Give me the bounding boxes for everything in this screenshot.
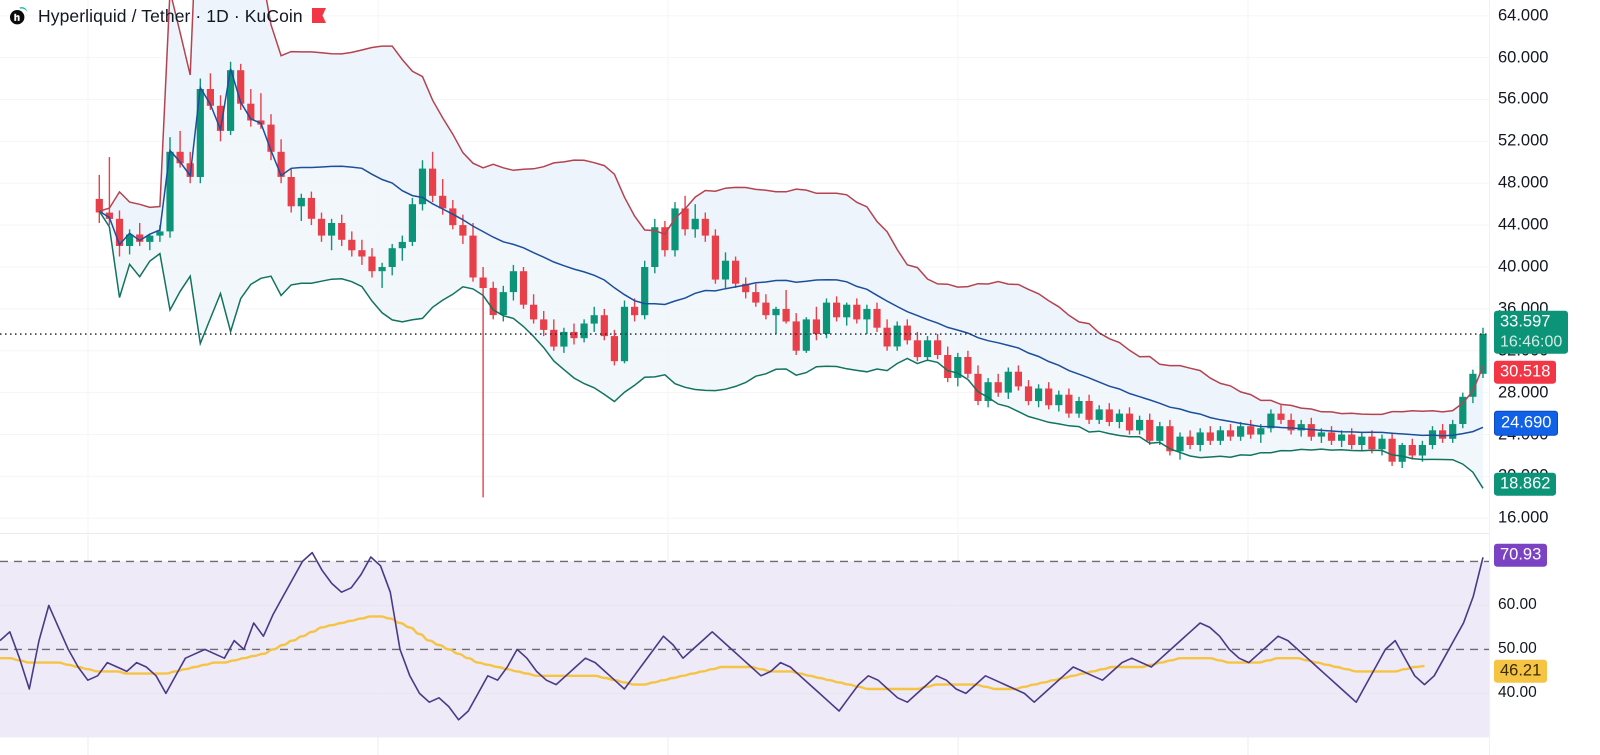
price-pane[interactable] — [0, 0, 1490, 534]
price-axis-tick: 28.000 — [1498, 383, 1549, 402]
bb-lower-badge[interactable]: 18.862 — [1494, 472, 1557, 496]
badge-value: 46.21 — [1500, 661, 1542, 680]
rsi-ma-badge[interactable]: 46.21 — [1494, 659, 1548, 683]
rsi-axis-tick: 50.00 — [1498, 640, 1537, 658]
bb-basis-badge[interactable]: 24.690 — [1494, 410, 1559, 436]
badge-value: 70.93 — [1500, 545, 1542, 564]
axis-separator — [1489, 0, 1490, 755]
price-axis-tick: 60.000 — [1498, 48, 1549, 67]
badge-value: 24.690 — [1501, 413, 1552, 432]
rsi-axis-tick: 60.00 — [1498, 596, 1537, 614]
badge-value: 18.862 — [1500, 474, 1551, 493]
price-axis-tick: 56.000 — [1498, 89, 1549, 108]
price-axis-tick: 64.000 — [1498, 6, 1549, 25]
last-price-badge[interactable]: 33.597 16:46:00 — [1494, 310, 1569, 354]
rsi-axis-tick: 40.00 — [1498, 684, 1537, 702]
rsi-pane[interactable] — [0, 535, 1490, 755]
price-axis-tick: 16.000 — [1498, 508, 1549, 527]
price-axis-tick: 44.000 — [1498, 215, 1549, 234]
bb-upper-badge[interactable]: 30.518 — [1494, 360, 1557, 384]
badge-value: 30.518 — [1500, 362, 1551, 381]
price-axis-tick: 48.000 — [1498, 173, 1549, 192]
pane-divider[interactable] — [0, 533, 1490, 534]
price-axis-tick: 40.000 — [1498, 257, 1549, 276]
price-axis[interactable]: 64.000 60.000 56.000 52.000 48.000 44.000 40.0… — [1490, 0, 1600, 755]
price-axis-tick: 52.000 — [1498, 131, 1549, 150]
badge-value: 33.597 — [1500, 312, 1551, 331]
rsi-value-badge[interactable]: 70.93 — [1494, 543, 1548, 567]
badge-countdown: 16:46:00 — [1500, 333, 1563, 351]
